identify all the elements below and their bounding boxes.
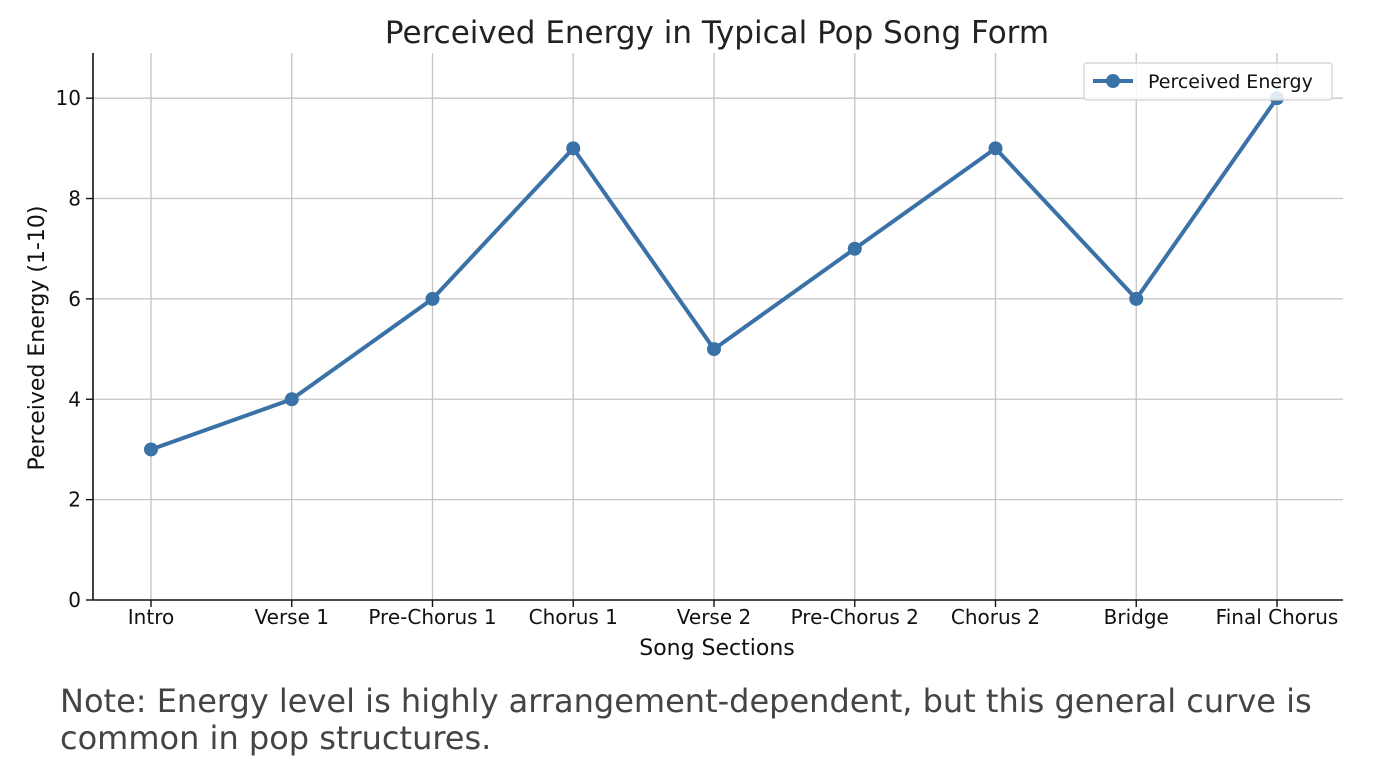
series: [144, 91, 1284, 457]
chart-title: Perceived Energy in Typical Pop Song For…: [385, 15, 1049, 51]
chart: Perceived Energy in Typical Pop Song For…: [25, 15, 1343, 661]
legend-swatch-marker: [1106, 74, 1120, 88]
legend-label: Perceived Energy: [1148, 71, 1313, 93]
x-tick-label: Pre-Chorus 2: [791, 605, 919, 629]
x-tick-label: Final Chorus: [1216, 605, 1339, 629]
data-point: [847, 241, 862, 256]
x-axis-label: Song Sections: [639, 636, 795, 661]
y-axis-label: Perceived Energy (1-10): [25, 206, 50, 471]
x-tick-label: Bridge: [1104, 605, 1169, 629]
y-tick-label: 0: [68, 588, 81, 612]
data-point: [144, 442, 158, 457]
y-tick-label: 10: [56, 86, 81, 110]
data-point: [988, 141, 1003, 156]
legend-box: [1083, 62, 1333, 101]
data-point: [707, 342, 721, 357]
note-prefix: Note:: [60, 682, 147, 720]
y-tick-label: 2: [68, 488, 81, 512]
grid: [93, 53, 1343, 600]
chart-note: Note: Energy level is highly arrangement…: [60, 683, 1360, 757]
y-tick-label: 4: [68, 387, 81, 411]
data-point: [566, 141, 581, 156]
x-tick-label: Pre-Chorus 1: [368, 605, 496, 629]
y-tick-label: 8: [68, 187, 81, 211]
x-tick-labels: Intro Verse 1 Pre-Chorus 1 Chorus 1 Verse 2 P…: [128, 605, 1339, 629]
data-point: [284, 392, 299, 407]
note-text: Energy level is highly arrangement-depen…: [60, 682, 1312, 757]
x-tick-label: Intro: [128, 605, 174, 629]
legend: Perceived Energy: [1083, 62, 1333, 101]
axes: [86, 53, 1343, 607]
y-tick-label: 6: [68, 287, 81, 311]
x-tick-label: Verse 2: [677, 605, 751, 629]
data-point: [425, 291, 440, 306]
data-point: [1129, 291, 1144, 306]
x-tick-label: Verse 1: [255, 605, 329, 629]
y-tick-labels: 0 2 4 6 8 10: [56, 86, 81, 612]
x-tick-label: Chorus 2: [951, 605, 1040, 629]
x-tick-label: Chorus 1: [529, 605, 618, 629]
